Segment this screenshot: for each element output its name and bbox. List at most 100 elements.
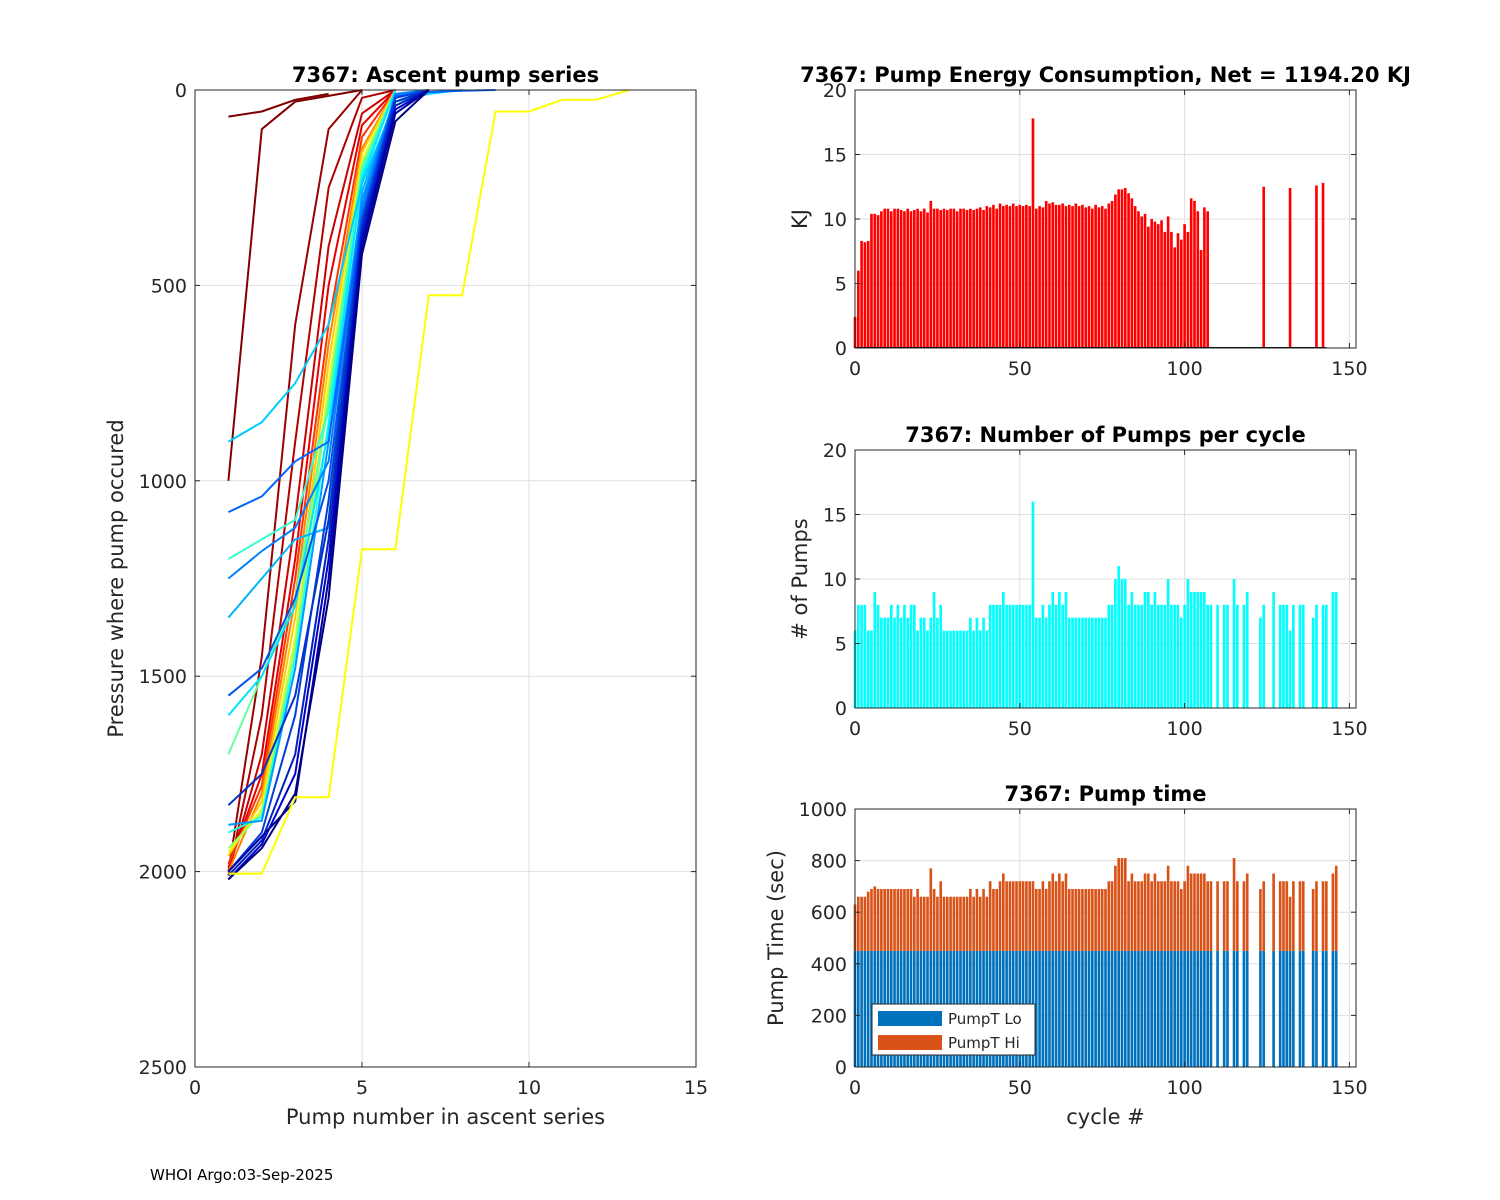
bar xyxy=(1081,617,1084,708)
bar xyxy=(1163,231,1167,348)
bar-lo xyxy=(1067,950,1071,1067)
bar xyxy=(1140,216,1144,348)
bar xyxy=(955,211,959,348)
y-tick-label: 800 xyxy=(811,851,847,873)
bar xyxy=(1097,617,1101,708)
bar xyxy=(1051,591,1055,708)
bar xyxy=(1222,604,1226,708)
bar-hi xyxy=(1232,858,1236,951)
bar xyxy=(1156,604,1160,708)
bar-hi xyxy=(889,888,893,951)
bar-lo xyxy=(1087,950,1091,1067)
bar-lo xyxy=(1292,950,1295,1067)
bar-hi xyxy=(969,888,972,951)
bar xyxy=(860,240,863,348)
bar xyxy=(1044,617,1048,708)
bar-hi xyxy=(1038,888,1041,951)
bar xyxy=(1091,208,1094,348)
bar-hi xyxy=(886,888,890,951)
series-line xyxy=(227,89,397,857)
bar xyxy=(962,630,966,708)
bar xyxy=(860,604,863,708)
bar-hi xyxy=(883,888,886,951)
bar-lo xyxy=(1100,950,1104,1067)
bar xyxy=(1038,206,1041,348)
bar-hi xyxy=(992,888,995,951)
y-tick-label: 20 xyxy=(823,80,847,102)
bar-lo xyxy=(1120,950,1124,1067)
bars-time xyxy=(853,858,1338,1067)
bar xyxy=(1321,604,1325,708)
bar-hi xyxy=(995,888,999,951)
legend-swatch-hi xyxy=(878,1035,942,1050)
bar xyxy=(1054,604,1058,708)
bar-hi xyxy=(906,888,910,951)
bar-hi xyxy=(1166,865,1170,951)
bar xyxy=(1114,194,1117,348)
bar-hi xyxy=(972,896,975,951)
bar xyxy=(1028,206,1032,348)
bar xyxy=(988,207,992,348)
bar-hi xyxy=(1025,881,1028,951)
bar xyxy=(1077,617,1081,708)
series-line xyxy=(227,89,496,514)
bar-lo xyxy=(1232,950,1236,1067)
bar xyxy=(899,209,903,348)
y-tick-label: 0 xyxy=(835,338,847,360)
legend-time: PumpT Lo PumpT Hi xyxy=(871,1003,1036,1056)
bar-lo xyxy=(1110,950,1114,1067)
bar xyxy=(1189,198,1193,348)
bar-lo xyxy=(1222,950,1226,1067)
bar xyxy=(1018,604,1022,708)
bar-hi xyxy=(1071,888,1074,951)
bar-hi xyxy=(1123,858,1127,951)
bar xyxy=(1034,208,1038,348)
series-line xyxy=(227,89,429,580)
bar-hi xyxy=(1325,881,1328,951)
bar xyxy=(1104,617,1107,708)
bar-hi xyxy=(893,888,896,951)
bar xyxy=(1189,591,1193,708)
bar xyxy=(1061,203,1064,348)
bar xyxy=(870,630,873,708)
bar-hi xyxy=(1272,873,1275,951)
bar xyxy=(1048,203,1051,348)
bar xyxy=(889,211,893,348)
bar-lo xyxy=(1334,950,1338,1067)
series-line xyxy=(227,89,396,872)
x-tick-label: 50 xyxy=(1008,358,1032,380)
bar xyxy=(919,617,923,708)
bar xyxy=(978,207,982,348)
bar xyxy=(926,630,929,708)
bar xyxy=(896,208,900,348)
bar xyxy=(903,604,906,708)
bar xyxy=(1005,604,1008,708)
bar-lo xyxy=(1245,950,1249,1067)
y-tick-label: 200 xyxy=(811,1005,847,1027)
bar xyxy=(955,630,959,708)
bar-lo xyxy=(1127,950,1130,1067)
bar xyxy=(1147,226,1150,348)
chart-title-time: 7367: Pump time xyxy=(1004,782,1206,806)
bar xyxy=(1041,207,1045,348)
series-line xyxy=(227,89,430,873)
bar-hi xyxy=(1170,881,1173,951)
bar xyxy=(866,240,870,348)
bar-hi xyxy=(1130,873,1134,951)
bar xyxy=(1183,224,1186,348)
bar-hi xyxy=(1140,881,1144,951)
bar xyxy=(985,206,989,348)
bar xyxy=(913,604,916,708)
series-line xyxy=(227,89,397,853)
x-tick-label: 150 xyxy=(1331,358,1367,380)
bar-hi xyxy=(1005,881,1008,951)
bar xyxy=(1163,604,1167,708)
bar-hi xyxy=(1176,881,1180,951)
y-tick-label: 5 xyxy=(835,274,847,296)
x-tick-label: 0 xyxy=(849,718,861,740)
bar xyxy=(998,203,1002,348)
bar xyxy=(1127,193,1130,348)
bar xyxy=(896,604,900,708)
bar-hi xyxy=(1143,873,1147,951)
x-tick-label: 150 xyxy=(1331,718,1367,740)
